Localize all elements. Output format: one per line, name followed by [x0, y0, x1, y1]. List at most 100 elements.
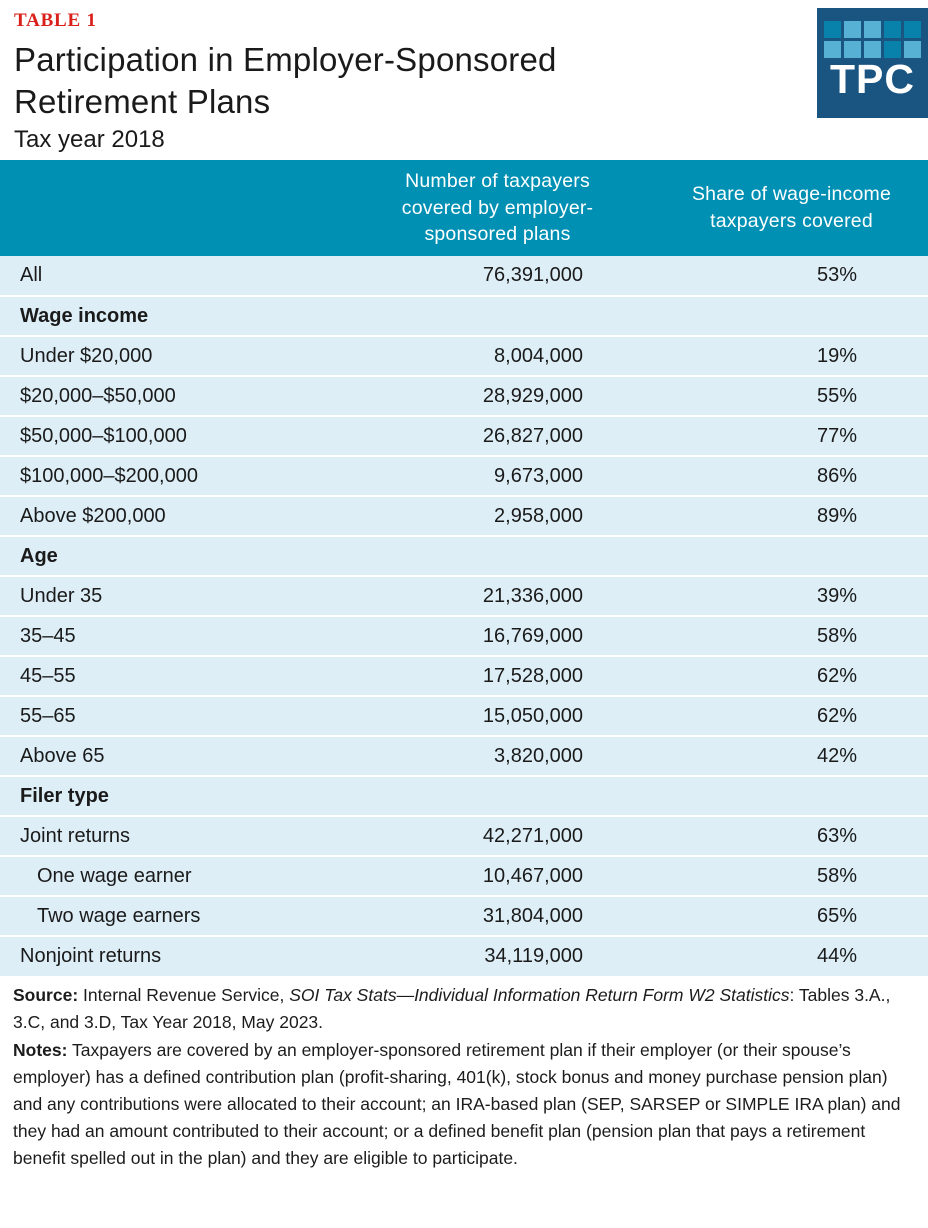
row-label: Under $20,000	[20, 344, 153, 367]
row-covered-count: 16,769,000	[482, 624, 583, 647]
source-title-italic: SOI Tax Stats—Individual Information Ret…	[289, 985, 790, 1005]
figure-title-line1: Participation in Employer-Sponsored	[14, 41, 557, 78]
row-covered-count: 31,804,000	[482, 904, 583, 927]
row-label: Above 65	[20, 744, 105, 767]
table-row: $50,000–$100,000 26,827,000 77%	[0, 416, 928, 456]
figure-title: Participation in Employer-Sponsored Retir…	[14, 39, 928, 123]
row-label: $50,000–$100,000	[20, 424, 187, 447]
table-row: Nonjoint returns 34,119,000 44%	[0, 936, 928, 976]
row-covered-share: 63%	[816, 824, 857, 847]
table-body: All 76,391,000 53% Wage income Under $20,000…	[0, 256, 928, 976]
row-covered-share	[655, 296, 928, 336]
col-header-covered-count: Number of taxpayers covered by employer-…	[401, 169, 594, 246]
row-covered-share	[655, 536, 928, 576]
logo-square	[904, 21, 921, 38]
row-label: Wage income	[20, 304, 149, 327]
row-covered-share: 44%	[816, 945, 857, 967]
logo-square	[884, 21, 901, 38]
row-covered-count: 42,271,000	[482, 824, 583, 847]
row-label: Under 35	[20, 584, 103, 607]
row-covered-share: 89%	[816, 504, 857, 527]
row-covered-share: 55%	[816, 384, 857, 407]
row-covered-share: 62%	[816, 664, 857, 687]
table-number-label: TABLE 1	[14, 10, 97, 31]
row-label: One wage earner	[37, 864, 192, 887]
logo-square	[904, 41, 921, 58]
row-covered-count: 21,336,000	[482, 584, 583, 607]
logo-square	[864, 41, 881, 58]
row-covered-count	[340, 776, 655, 816]
row-label: Two wage earners	[37, 904, 201, 927]
row-covered-share: 53%	[816, 264, 857, 286]
row-covered-count: 17,528,000	[482, 664, 583, 687]
row-covered-count: 10,467,000	[482, 864, 583, 887]
row-label: Joint returns	[20, 824, 131, 847]
row-covered-share: 86%	[816, 464, 857, 487]
col-header-covered-share: Share of wage-income taxpayers covered	[691, 183, 892, 232]
row-covered-count: 2,958,000	[494, 504, 583, 527]
tpc-logo: TPC	[817, 8, 928, 118]
participation-table: Number of taxpayers covered by employer-…	[0, 160, 928, 976]
logo-square	[824, 41, 841, 58]
row-label: Nonjoint returns	[20, 945, 162, 967]
row-covered-count: 15,050,000	[482, 704, 583, 727]
row-label: Age	[20, 544, 58, 567]
row-label: $20,000–$50,000	[20, 384, 176, 407]
table-row: $20,000–$50,000 28,929,000 55%	[0, 376, 928, 416]
row-covered-count	[340, 296, 655, 336]
section-row: Filer type	[0, 776, 928, 816]
notes: Notes: Taxpayers are covered by an emplo…	[13, 1037, 918, 1172]
section-row: Wage income	[0, 296, 928, 336]
source-label: Source:	[13, 985, 79, 1005]
row-covered-share: 58%	[816, 864, 857, 887]
row-covered-share: 77%	[816, 424, 857, 447]
row-covered-share: 62%	[816, 704, 857, 727]
figure-title-line2: Retirement Plans	[14, 83, 271, 120]
table-row: $100,000–$200,000 9,673,000 86%	[0, 456, 928, 496]
notes-text: Taxpayers are covered by an employer-spo…	[13, 1040, 901, 1168]
notes-label: Notes:	[13, 1040, 68, 1060]
row-covered-share	[655, 776, 928, 816]
table-row: All 76,391,000 53%	[0, 256, 928, 296]
row-label: Filer type	[20, 784, 109, 807]
row-label: 45–55	[20, 664, 76, 687]
table-row: Above 65 3,820,000 42%	[0, 736, 928, 776]
section-row: Age	[0, 536, 928, 576]
logo-square	[844, 21, 861, 38]
row-covered-count: 8,004,000	[494, 344, 583, 367]
row-covered-count: 76,391,000	[482, 264, 583, 286]
row-covered-count: 9,673,000	[494, 464, 583, 487]
row-covered-count: 28,929,000	[482, 384, 583, 407]
logo-square	[884, 41, 901, 58]
logo-square	[844, 41, 861, 58]
row-covered-share: 39%	[816, 584, 857, 607]
row-label: 35–45	[20, 624, 76, 647]
row-label: 55–65	[20, 704, 76, 727]
logo-square	[824, 21, 841, 38]
logo-square	[864, 21, 881, 38]
table-row: Under $20,000 8,004,000 19%	[0, 336, 928, 376]
table-row: 35–45 16,769,000 58%	[0, 616, 928, 656]
table-row: 45–55 17,528,000 62%	[0, 656, 928, 696]
logo-grid-icon	[817, 8, 928, 58]
row-covered-count: 3,820,000	[494, 744, 583, 767]
row-covered-count	[340, 536, 655, 576]
row-label: $100,000–$200,000	[20, 464, 198, 487]
source-text-2: : Tables 3.A., 3.C, and 3.D, Tax Year 20…	[13, 985, 891, 1032]
row-covered-share: 19%	[816, 344, 857, 367]
row-covered-share: 42%	[816, 744, 857, 767]
table-row: Two wage earners 31,804,000 65%	[0, 896, 928, 936]
row-covered-share: 58%	[816, 624, 857, 647]
row-covered-count: 26,827,000	[482, 424, 583, 447]
table-row: 55–65 15,050,000 62%	[0, 696, 928, 736]
table-header: Number of taxpayers covered by employer-…	[0, 160, 928, 256]
figure-footer: Source: Internal Revenue Service, SOI Ta…	[0, 976, 928, 1172]
source-text-1: Internal Revenue Service,	[78, 985, 290, 1005]
figure-subtitle: Tax year 2018	[14, 126, 165, 153]
row-label: Above $200,000	[20, 504, 166, 527]
logo-wordmark: TPC	[830, 56, 915, 102]
col-header-group	[0, 160, 340, 256]
figure-header: TABLE 1 Participation in Employer-Sponso…	[0, 0, 928, 160]
row-covered-share: 65%	[816, 904, 857, 927]
